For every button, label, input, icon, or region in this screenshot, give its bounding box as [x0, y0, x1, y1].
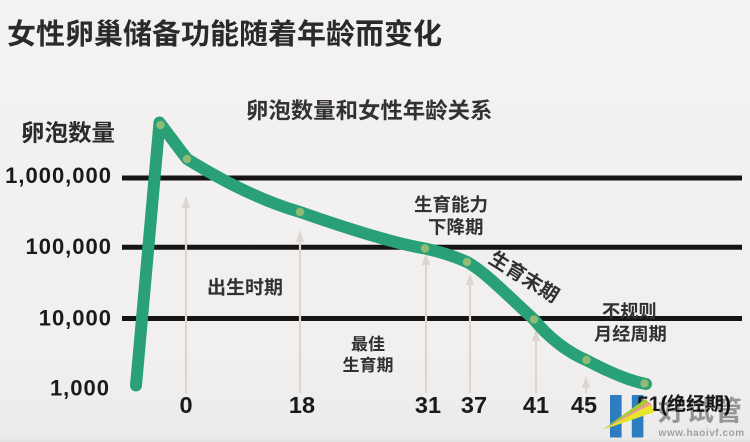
svg-text:0: 0	[179, 392, 192, 418]
svg-text:41: 41	[523, 392, 549, 418]
svg-text:www.haoivf.com: www.haoivf.com	[658, 428, 745, 439]
svg-text:1,000: 1,000	[50, 376, 110, 401]
svg-text:1,000,000: 1,000,000	[5, 163, 112, 188]
svg-text:31: 31	[415, 392, 441, 418]
svg-text:18: 18	[289, 392, 315, 418]
svg-text:45: 45	[571, 392, 597, 418]
svg-text:): )	[724, 393, 731, 416]
svg-text:100,000: 100,000	[25, 234, 112, 259]
svg-text:37: 37	[461, 392, 487, 418]
svg-text:10,000: 10,000	[39, 306, 112, 331]
